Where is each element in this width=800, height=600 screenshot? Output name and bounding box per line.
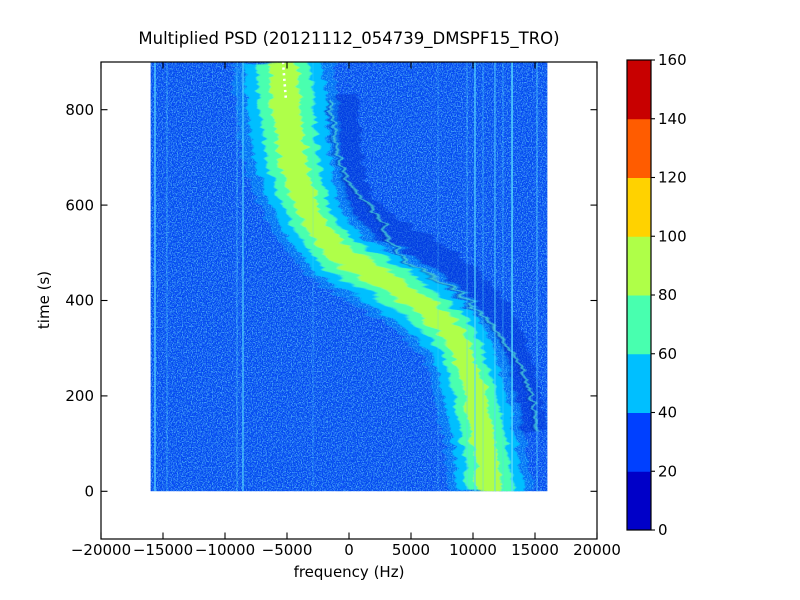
doppler-band-group bbox=[231, 62, 548, 492]
x-tick-label: 5000 bbox=[392, 541, 430, 559]
x-tick-label: 15000 bbox=[511, 541, 559, 559]
colorbar-tick-label: 20 bbox=[658, 462, 677, 480]
doppler-center-line bbox=[281, 62, 288, 101]
interference-line bbox=[536, 62, 538, 492]
image-clipped-group bbox=[150, 62, 548, 492]
colorbar-tick-label: 100 bbox=[658, 227, 687, 245]
interference-line bbox=[511, 62, 513, 492]
x-tick-label: −5000 bbox=[262, 541, 313, 559]
interference-line bbox=[437, 62, 439, 492]
interference-line bbox=[494, 62, 496, 492]
colorbar-tick-label: 120 bbox=[658, 169, 687, 187]
axes-frame: −20000 −15000 −10000 −5000 0 5000 10000 15000 20… bbox=[65, 61, 621, 559]
x-tick-label: −20000 bbox=[71, 541, 131, 559]
colorbar-segment bbox=[627, 60, 651, 120]
interference-line bbox=[166, 62, 168, 492]
colorbar-tick-label: 60 bbox=[658, 345, 677, 363]
spectrogram-image bbox=[150, 62, 548, 492]
colorbar-segment bbox=[627, 353, 651, 413]
y-tick-label: 800 bbox=[65, 101, 94, 119]
y-tick-label: 200 bbox=[65, 387, 94, 405]
x-axis-label: frequency (Hz) bbox=[294, 563, 405, 581]
y-axis-label: time (s) bbox=[35, 271, 53, 329]
y-tick-label: 0 bbox=[84, 483, 94, 501]
y-tick-label: 600 bbox=[65, 196, 94, 214]
colorbar-segment bbox=[627, 471, 651, 531]
colorbar-segment bbox=[627, 295, 651, 355]
interference-line bbox=[236, 62, 238, 492]
colorbar: 0 20 40 60 80 100 120 140 160 bbox=[626, 51, 687, 539]
x-tick-label: 0 bbox=[344, 541, 354, 559]
colorbar-tick-label: 0 bbox=[658, 521, 668, 539]
colorbar-segment bbox=[627, 236, 651, 296]
interference-line bbox=[242, 62, 244, 492]
colorbar-tick-label: 140 bbox=[658, 110, 687, 128]
x-tick-label: −15000 bbox=[133, 541, 193, 559]
secondary-arc bbox=[327, 100, 540, 432]
band-right-shadow bbox=[331, 93, 548, 435]
interference-line bbox=[154, 62, 156, 492]
colorbar-tick-label: 160 bbox=[658, 51, 687, 69]
colorbar-tick-label: 80 bbox=[658, 286, 677, 304]
band-core-yellowgreen bbox=[269, 62, 502, 492]
x-tick-label: 10000 bbox=[449, 541, 497, 559]
x-tick-label: 20000 bbox=[573, 541, 621, 559]
interference-line bbox=[474, 62, 476, 492]
interference-line bbox=[502, 62, 504, 492]
colorbar-segment bbox=[627, 412, 651, 472]
plot-title: Multiplied PSD (20121112_054739_DMSPF15_… bbox=[138, 29, 559, 49]
y-tick-label: 400 bbox=[65, 292, 94, 310]
secondary-arc-dark-edge bbox=[324, 100, 537, 432]
x-tick-label: −10000 bbox=[195, 541, 255, 559]
interference-line bbox=[466, 62, 468, 492]
interference-lines bbox=[154, 62, 538, 492]
colorbar-segment bbox=[627, 177, 651, 237]
colorbar-tick-label: 40 bbox=[658, 404, 677, 422]
interference-line bbox=[312, 62, 314, 492]
colorbar-segment bbox=[627, 118, 651, 178]
interference-line bbox=[482, 62, 484, 492]
